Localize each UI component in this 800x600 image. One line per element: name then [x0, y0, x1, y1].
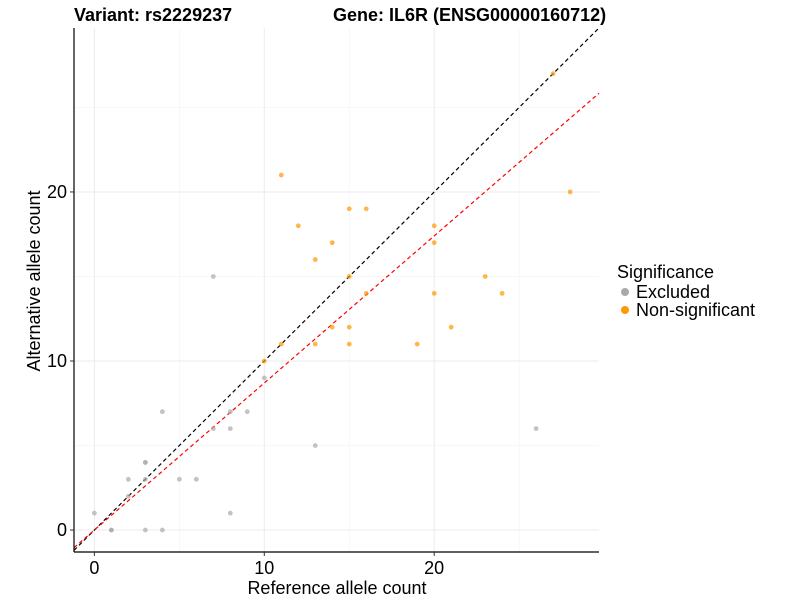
data-point-excluded [91, 510, 97, 516]
legend-title: Significance [617, 262, 714, 282]
x-tick-label: 10 [254, 558, 274, 578]
data-point-non-significant [312, 341, 318, 347]
legend-key-excluded [621, 288, 629, 296]
x-axis-ticks: 0 10 20 [89, 552, 444, 578]
reference-line-1 [73, 92, 600, 549]
data-point-non-significant [346, 341, 352, 347]
y-tick-label: 0 [57, 520, 67, 540]
data-point-excluded [533, 426, 539, 432]
legend-label-non-significant: Non-significant [636, 300, 755, 320]
x-tick-label: 20 [424, 558, 444, 578]
y-axis-ticks: 0 10 20 [47, 182, 74, 540]
data-point-non-significant [346, 206, 352, 212]
grid-major [74, 28, 599, 552]
data-point-non-significant [312, 257, 318, 262]
data-points [91, 71, 573, 533]
data-point-non-significant [363, 206, 369, 212]
legend-label-excluded: Excluded [636, 282, 710, 302]
y-tick-label: 20 [47, 182, 67, 202]
data-point-non-significant [261, 358, 267, 364]
data-point-non-significant [363, 290, 369, 296]
legend-key-non-significant [621, 306, 629, 314]
data-point-non-significant [329, 240, 335, 246]
data-point-excluded [261, 375, 267, 381]
data-point-non-significant [482, 274, 488, 279]
data-point-non-significant [329, 324, 335, 330]
data-point-non-significant [431, 290, 437, 296]
chart-title-right: Gene: IL6R (ENSG00000160712) [333, 5, 606, 25]
chart-title-left: Variant: rs2229237 [74, 5, 232, 25]
data-point-excluded [176, 476, 182, 482]
y-tick-label: 10 [47, 351, 67, 371]
data-point-excluded [142, 460, 148, 465]
data-point-non-significant [567, 189, 573, 195]
reference-line-0 [73, 27, 600, 551]
data-point-excluded [227, 510, 233, 516]
data-point-excluded [193, 476, 199, 482]
data-point-excluded [159, 409, 165, 415]
reference-lines [73, 27, 600, 551]
data-point-non-significant [448, 324, 454, 330]
data-point-non-significant [499, 290, 505, 296]
y-axis-label: Alternative allele count [24, 190, 44, 371]
data-point-non-significant [346, 274, 352, 279]
data-point-non-significant [550, 71, 556, 77]
x-axis-label: Reference allele count [247, 578, 426, 598]
data-point-non-significant [278, 341, 284, 347]
data-point-non-significant [431, 240, 437, 246]
data-point-non-significant [346, 324, 352, 330]
data-point-excluded [244, 409, 250, 415]
data-point-excluded [210, 274, 216, 279]
data-point-excluded [312, 443, 318, 448]
data-point-excluded [108, 527, 114, 533]
data-point-non-significant [431, 223, 437, 229]
data-point-excluded [227, 409, 233, 415]
data-point-excluded [142, 527, 148, 533]
data-point-non-significant [414, 341, 420, 347]
x-tick-label: 0 [89, 558, 99, 578]
data-point-non-significant [278, 172, 284, 178]
data-point-excluded [142, 476, 148, 482]
data-point-excluded [125, 493, 131, 499]
data-point-excluded [159, 527, 165, 533]
data-point-excluded [227, 426, 233, 432]
data-point-non-significant [295, 223, 301, 229]
data-point-excluded [210, 426, 216, 432]
data-point-excluded [125, 476, 131, 482]
grid-minor [74, 28, 599, 552]
